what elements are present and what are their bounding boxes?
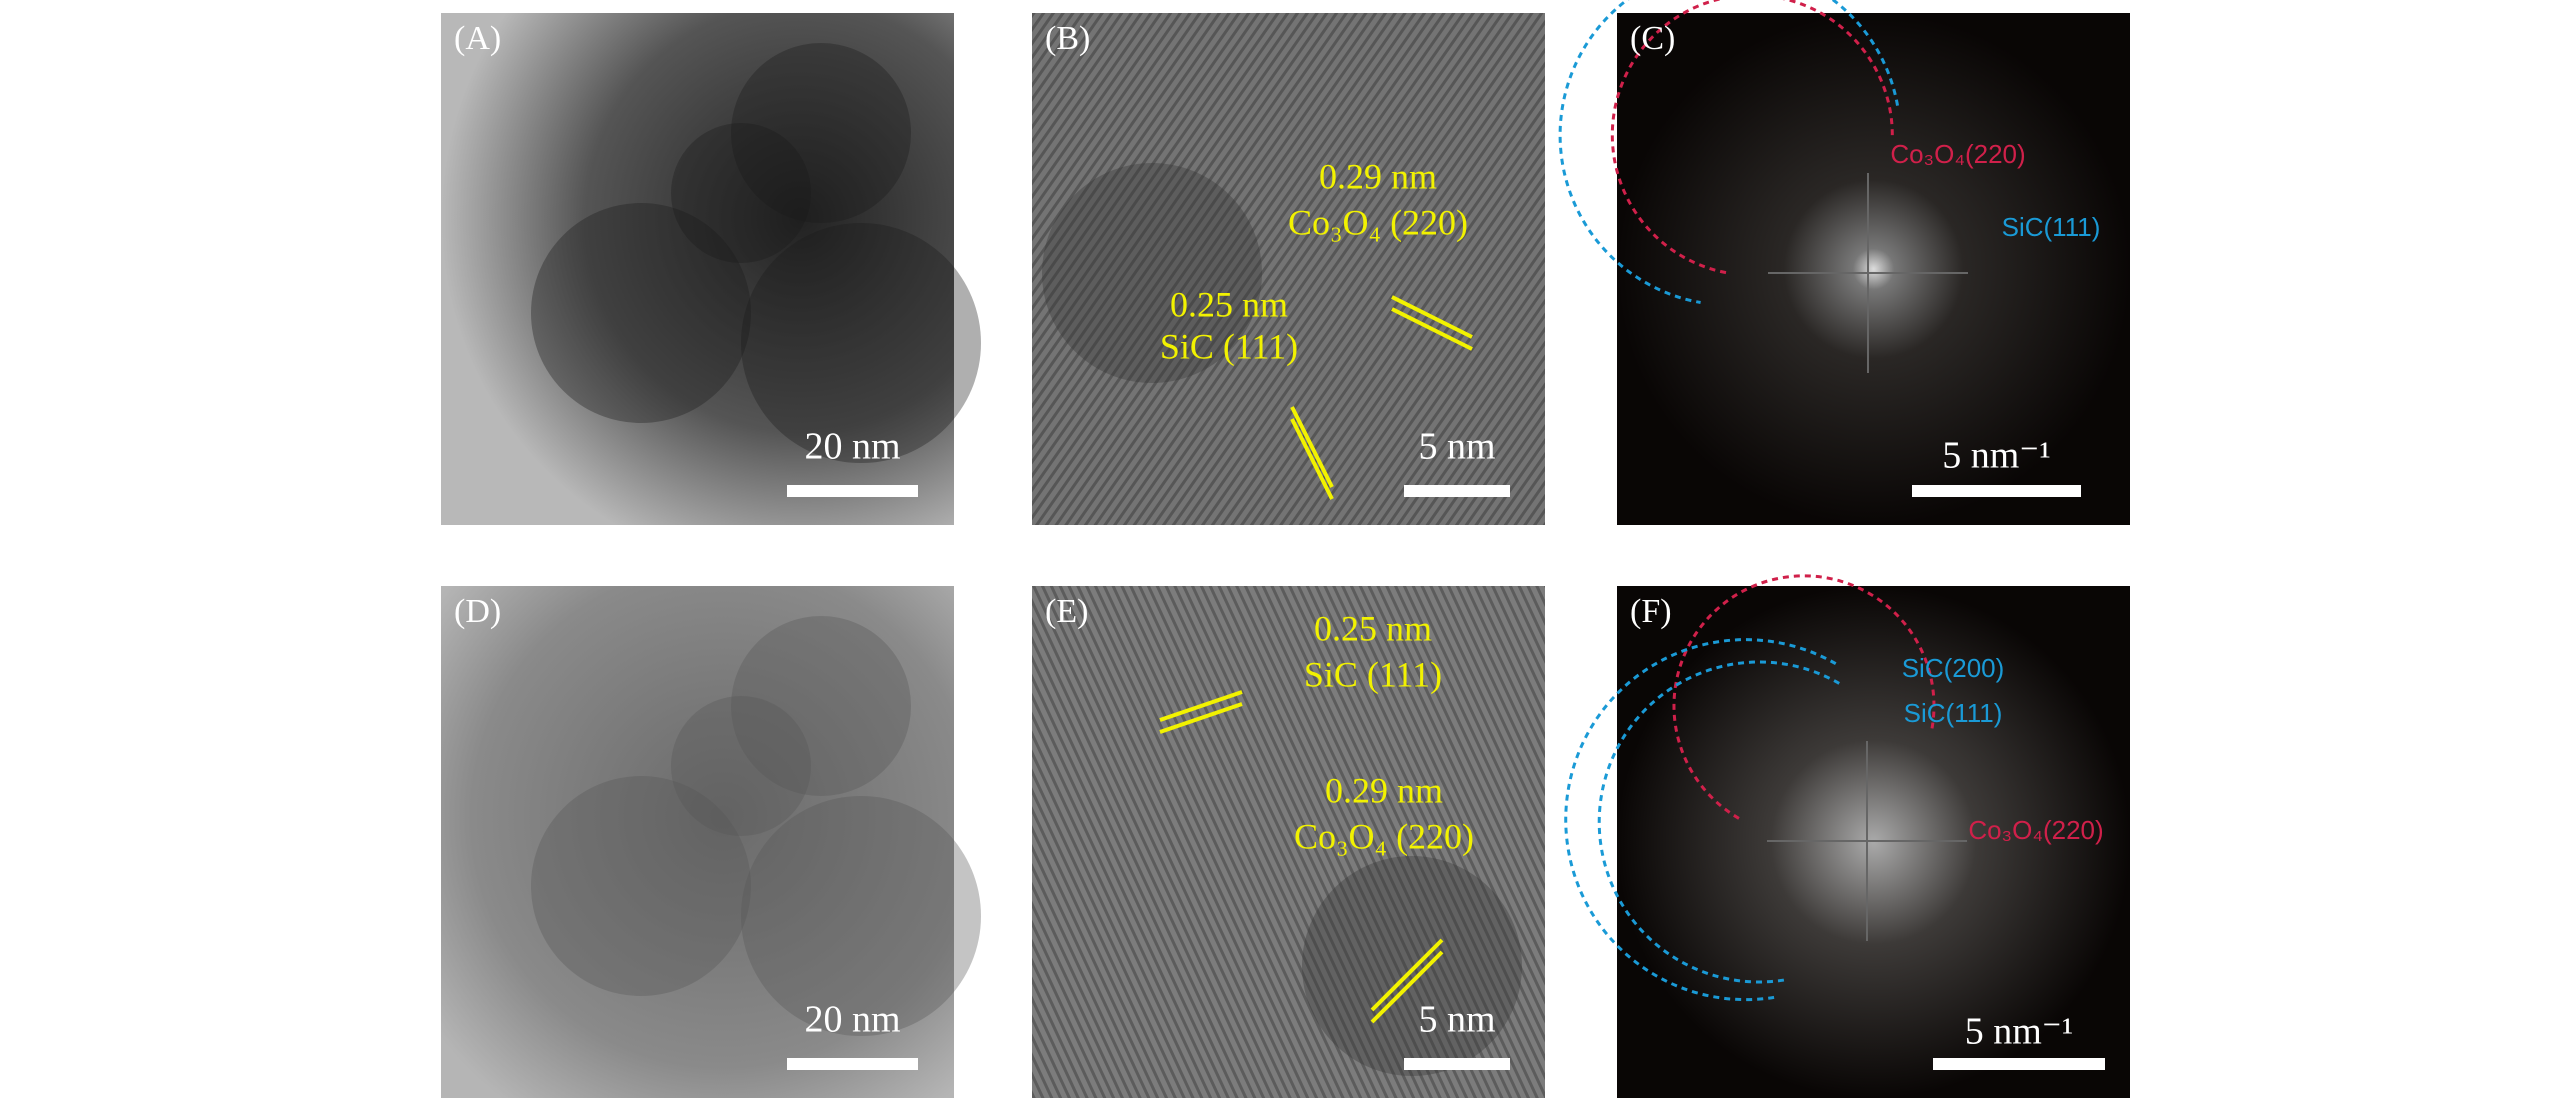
scale-bar-label: 5 nm⁻¹ [1942,435,2051,477]
particle [741,223,981,463]
lattice-marker [1370,938,1444,1012]
annotation: 0.25 nm [1170,284,1288,324]
panel-label: (E) [1045,593,1088,630]
annotation: 0.29 nm [1325,770,1443,810]
panel-label: (D) [454,593,501,630]
particle [731,43,911,223]
lattice-marker [1159,702,1243,734]
panel-label: (F) [1630,593,1672,630]
particle [741,796,981,1036]
diffraction-ring [1610,0,1894,275]
image [1032,13,1545,525]
particle [671,696,811,836]
annotation: SiC(200) [1902,653,2005,683]
particle [671,123,811,263]
annotation: Co₃O₄ (220) [1288,202,1468,242]
lattice-marker [1290,406,1334,488]
particle [531,203,751,423]
overlay [1032,13,1545,525]
scale-bar-label: 20 nm [804,426,900,468]
lattice-marker [1290,418,1334,500]
panel-label: (C) [1630,20,1675,57]
panel-label: (A) [454,20,501,57]
panel: (C) 5 nm⁻¹ Co₃O₄(220) SiC(111) [1558,0,2130,525]
image [1032,586,1545,1098]
panel: (A) 20 nm [441,13,981,525]
particle [1042,163,1262,383]
lattice-marker [1391,307,1473,351]
scale-bar-label: 20 nm [804,999,900,1041]
annotation: Co₃O₄(220) [1968,815,2103,845]
annotation: 0.29 nm [1319,156,1437,196]
panels: (A) 20 nm (B) 5 nm 0.29 nm Co₃O₄ (220) 0.25 nm… [441,0,2130,1098]
image [441,586,954,1098]
annotation: SiC(111) [2002,212,2101,242]
diffraction-ring [1672,574,1936,820]
annotation: SiC (111) [1304,654,1442,694]
annotation: SiC (111) [1160,326,1298,366]
lattice-marker [1391,295,1473,339]
image [1617,13,2130,525]
lattice-marker [1159,690,1243,722]
particle [531,776,751,996]
particle [1302,856,1522,1076]
panel: (E) 5 nm 0.25 nm SiC (111) 0.29 nm Co₃O₄ (220… [1032,586,1545,1098]
scale-bar-label: 5 nm⁻¹ [1965,1011,2074,1053]
image [441,13,954,525]
overlay [1032,586,1545,1098]
lattice-marker [1370,950,1444,1024]
panel: (D) 20 nm [441,586,981,1098]
diffraction-ring [1597,660,1840,984]
scale-bar-label: 5 nm [1418,426,1495,468]
annotation: SiC(111) [1904,698,2003,728]
particle [731,616,911,796]
annotation: Co₃O₄(220) [1890,139,2025,169]
scale-bar-label: 5 nm [1418,999,1495,1041]
annotation: 0.25 nm [1314,608,1432,648]
panel-label: (B) [1045,20,1090,57]
panel: (F) 5 nm⁻¹ SiC(200) SiC(111) Co₃O₄(220) [1564,574,2130,1098]
diffraction-ring [1564,638,1837,1002]
annotation: Co₃O₄ (220) [1294,816,1474,856]
